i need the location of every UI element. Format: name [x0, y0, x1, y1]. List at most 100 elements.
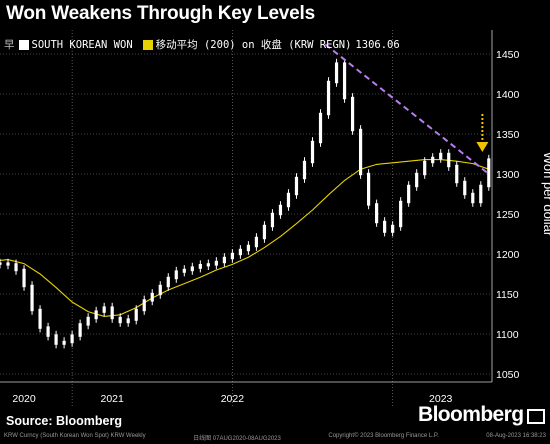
- price-candle: [6, 258, 10, 270]
- y-tick-label: 1150: [496, 289, 519, 301]
- candle-body: [206, 263, 210, 267]
- candle-body: [246, 244, 251, 252]
- price-candle: [334, 58, 339, 87]
- source-label: Source: Bloomberg: [6, 414, 122, 428]
- price-candle: [134, 305, 138, 325]
- candle-body: [350, 96, 355, 132]
- price-candle: [391, 221, 395, 237]
- candle-body: [407, 184, 411, 204]
- price-candle: [190, 262, 194, 275]
- price-candle: [102, 302, 106, 317]
- price-candle: [310, 137, 315, 167]
- price-candle: [399, 197, 403, 231]
- price-candle: [302, 157, 307, 183]
- price-candle: [118, 313, 122, 327]
- price-candle: [246, 241, 251, 255]
- candle-body: [455, 164, 459, 184]
- price-candle: [270, 209, 275, 231]
- price-candle: [431, 153, 435, 167]
- candle-body: [0, 262, 2, 265]
- y-tick-label: 1400: [496, 89, 520, 101]
- fine-print-copyright: Copyright© 2023 Bloomberg Finance L.P.: [328, 433, 439, 439]
- price-candle: [150, 289, 154, 306]
- candle-body: [174, 270, 178, 280]
- price-candle: [22, 265, 26, 291]
- candle-body: [6, 262, 10, 266]
- price-candle: [318, 109, 323, 147]
- y-tick-label: 1200: [496, 249, 520, 261]
- y-tick-label: 1350: [496, 129, 520, 141]
- candle-body: [487, 158, 491, 188]
- price-candle: [174, 266, 178, 283]
- y-tick-label: 1100: [496, 329, 519, 341]
- x-tick-label: 2023: [429, 393, 453, 405]
- candle-body: [318, 112, 323, 144]
- price-candle: [358, 125, 363, 179]
- candle-body: [423, 160, 427, 176]
- price-candle: [222, 253, 226, 267]
- candle-body: [134, 308, 138, 321]
- candle-body: [415, 172, 419, 188]
- candle-body: [270, 212, 275, 228]
- bloomberg-logo: Bloomberg: [418, 403, 524, 426]
- candle-body: [334, 62, 339, 84]
- candle-body: [262, 224, 267, 240]
- legend-label-ma: 移动平均 (200) on 收盘 (KRW REGN): [155, 39, 352, 51]
- legend-swatch-won: [18, 39, 29, 50]
- price-candle: [350, 93, 355, 135]
- candle-body: [30, 284, 34, 312]
- candle-body: [118, 316, 122, 324]
- price-candle: [447, 149, 451, 171]
- candle-body: [70, 334, 74, 344]
- candle-body: [126, 318, 130, 324]
- candle-body: [399, 200, 403, 228]
- candle-body: [254, 236, 259, 248]
- down-arrow-icon: [476, 142, 489, 152]
- candle-body: [342, 62, 347, 100]
- price-candle: [487, 154, 491, 191]
- price-candle: [286, 189, 291, 211]
- candle-body: [471, 192, 475, 204]
- candle-body: [94, 310, 98, 320]
- price-candle: [70, 330, 74, 347]
- candle-body: [54, 334, 58, 345]
- candle-body: [286, 192, 291, 208]
- price-candle: [479, 181, 483, 207]
- price-candle: [407, 181, 411, 207]
- fine-print-timestamp: 08-Aug-2023 16:38:23: [486, 433, 546, 439]
- candle-body: [238, 248, 242, 256]
- price-candle: [110, 302, 114, 323]
- price-candle: [142, 295, 146, 315]
- candle-body: [222, 256, 226, 264]
- candle-body: [182, 268, 186, 273]
- x-tick-label: 2020: [12, 393, 36, 405]
- price-candle: [0, 258, 2, 269]
- price-candle: [294, 173, 299, 199]
- x-tick-label: 2021: [101, 393, 125, 405]
- candle-body: [110, 306, 114, 320]
- candle-body: [383, 220, 387, 233]
- x-tick-label: 2022: [221, 393, 245, 405]
- candle-body: [158, 284, 162, 296]
- y-tick-label: 1250: [496, 209, 520, 221]
- moving-average-line: [0, 159, 489, 317]
- y-tick-label: 1450: [496, 49, 520, 61]
- price-candle: [326, 77, 331, 119]
- price-candle: [38, 305, 42, 333]
- price-candle: [383, 217, 387, 237]
- candle-body: [102, 306, 106, 313]
- price-candle: [375, 199, 379, 227]
- price-candle: [423, 157, 427, 179]
- price-candle: [455, 161, 459, 187]
- price-candle: [238, 245, 242, 259]
- price-candle: [262, 221, 267, 243]
- fine-print-range: 日线图 07AUG2020-08AUG2023: [193, 436, 281, 442]
- candle-body: [198, 264, 202, 269]
- price-candle: [206, 259, 210, 270]
- price-layer: [0, 58, 491, 349]
- candle-body: [62, 340, 66, 345]
- legend-value-ma: 1306.06: [355, 38, 400, 51]
- price-candle: [342, 58, 347, 103]
- price-candle: [278, 201, 283, 219]
- candle-body: [166, 276, 170, 288]
